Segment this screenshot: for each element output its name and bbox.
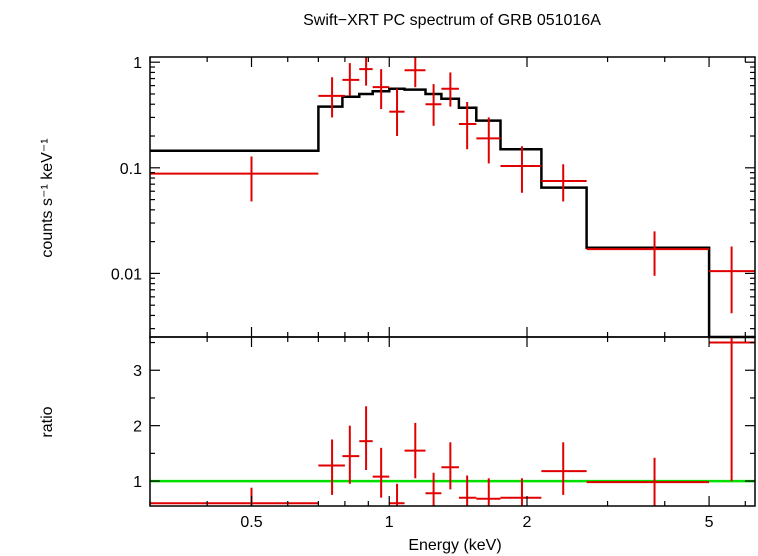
x-tick-label-3: 5 (705, 514, 714, 531)
top-y-tick-label-2: 0.01 (111, 266, 142, 283)
x-axis-label: Energy (keV) (408, 537, 501, 554)
bottom-panel-frame (149, 336, 756, 507)
model-step-line (150, 87, 755, 339)
plot-layer: 1 0.1 0.01 1 2 3 0.5 1 2 5 (111, 55, 756, 531)
bottom-y-tick-label-1: 2 (133, 419, 142, 436)
top-y-tick-label-0: 1 (133, 55, 142, 72)
x-tick-label-0: 0.5 (240, 514, 262, 531)
x-tick-label-1: 1 (385, 514, 394, 531)
bottom-y-axis-label: ratio (39, 406, 56, 437)
top-y-tick-label-1: 0.1 (120, 161, 142, 178)
x-tick-label-2: 2 (523, 514, 532, 531)
top-y-axis-label: counts s⁻¹ keV⁻¹ (39, 138, 56, 257)
bottom-y-tick-label-2: 3 (133, 363, 142, 380)
chart-title: Swift−XRT PC spectrum of GRB 051016A (303, 12, 601, 29)
bottom-y-tick-label-0: 1 (133, 474, 142, 491)
